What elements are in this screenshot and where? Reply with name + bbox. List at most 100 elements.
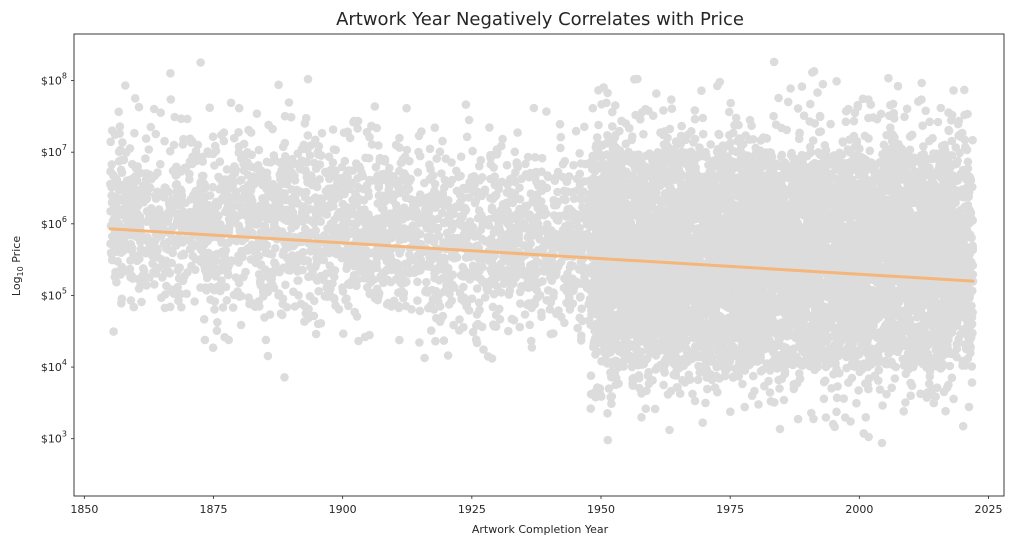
scatter-point	[443, 351, 453, 360]
scatter-point	[890, 374, 900, 383]
scatter-point	[566, 206, 575, 216]
scatter-point	[301, 113, 311, 123]
scatter-point	[221, 175, 230, 184]
scatter-point	[270, 218, 279, 228]
scatter-point	[413, 277, 422, 287]
scatter-point	[703, 384, 712, 394]
scatter-point	[487, 354, 497, 363]
scatter-point	[305, 229, 315, 239]
scatter-point	[465, 275, 475, 284]
scatter-point	[262, 168, 272, 178]
scatter-point	[275, 170, 285, 179]
scatter-point	[134, 274, 143, 284]
scatter-point	[531, 257, 541, 267]
scatter-point	[255, 278, 265, 287]
scatter-point	[472, 321, 481, 331]
scatter-point	[289, 287, 298, 297]
scatter-point	[351, 189, 360, 199]
scatter-point	[185, 169, 194, 179]
scatter-point	[515, 287, 525, 297]
scatter-point	[196, 177, 206, 187]
scatter-point	[142, 281, 151, 290]
scatter-point	[438, 257, 447, 267]
scatter-point	[474, 273, 483, 282]
scatter-point	[237, 246, 246, 256]
scatter-point	[486, 160, 496, 169]
scatter-point	[142, 207, 152, 216]
scatter-point	[312, 258, 322, 267]
scatter-point	[202, 273, 212, 283]
scatter-point	[235, 176, 245, 185]
scatter-point	[348, 166, 358, 175]
scatter-point	[271, 244, 280, 253]
scatter-point	[220, 207, 230, 217]
scatter-point	[119, 206, 129, 215]
scatter-point	[505, 286, 515, 295]
scatter-point	[109, 327, 118, 336]
scatter-point	[693, 375, 703, 385]
scatter-point	[464, 115, 474, 125]
scatter-point	[151, 129, 161, 139]
scatter-point	[174, 263, 183, 273]
scatter-point	[430, 202, 440, 211]
scatter-point	[229, 168, 239, 178]
scatter-point	[400, 260, 410, 269]
scatter-point	[470, 198, 480, 208]
scatter-point	[224, 223, 234, 233]
scatter-point	[420, 353, 429, 363]
scatter-point	[345, 227, 355, 237]
scatter-point	[579, 232, 588, 241]
scatter-point	[182, 289, 191, 299]
scatter-point	[226, 193, 235, 202]
scatter-point	[486, 276, 496, 285]
scatter-point	[276, 309, 286, 319]
scatter-point	[434, 276, 444, 285]
scatter-point	[161, 183, 171, 193]
scatter-point	[272, 190, 282, 200]
scatter-point	[522, 243, 532, 252]
scatter-point	[367, 140, 377, 149]
scatter-point	[394, 301, 403, 311]
scatter-point	[262, 214, 272, 223]
scatter-point	[492, 238, 502, 248]
scatter-point	[417, 127, 426, 136]
scatter-point	[766, 397, 776, 406]
scatter-point	[220, 332, 229, 342]
scatter-point	[372, 245, 381, 255]
scatter-point	[176, 114, 186, 123]
scatter-point	[409, 212, 418, 222]
scatter-point	[216, 220, 225, 229]
scatter-point	[139, 267, 149, 276]
scatter-point	[254, 145, 264, 155]
scatter-point	[158, 273, 167, 282]
scatter-point	[213, 282, 223, 291]
scatter-point	[402, 103, 411, 113]
scatter-point	[135, 212, 145, 222]
scatter-point	[747, 391, 757, 401]
scatter-point	[130, 94, 140, 103]
scatter-point	[280, 373, 289, 382]
scatter-point	[127, 212, 137, 221]
scatter-point	[128, 191, 137, 201]
scatter-point	[118, 185, 127, 194]
scatter-point	[388, 171, 398, 181]
scatter-point	[490, 322, 499, 331]
scatter-point	[210, 297, 220, 306]
scatter-point	[156, 108, 165, 117]
scatter-point	[116, 248, 126, 257]
scatter-point	[145, 173, 154, 183]
scatter-point	[426, 326, 436, 335]
scatter-point	[192, 219, 202, 229]
scatter-point	[303, 74, 313, 84]
scatter-point	[446, 220, 456, 229]
scatter-point	[208, 132, 218, 141]
scatter-point	[260, 221, 270, 231]
scatter-point	[199, 315, 209, 324]
scatter-point	[529, 103, 539, 113]
scatter-point	[166, 95, 176, 104]
scatter-point	[341, 295, 350, 305]
scatter-point	[226, 98, 236, 108]
scatter-point	[372, 263, 382, 273]
scatter-point	[373, 199, 383, 208]
scatter-point	[149, 104, 159, 114]
